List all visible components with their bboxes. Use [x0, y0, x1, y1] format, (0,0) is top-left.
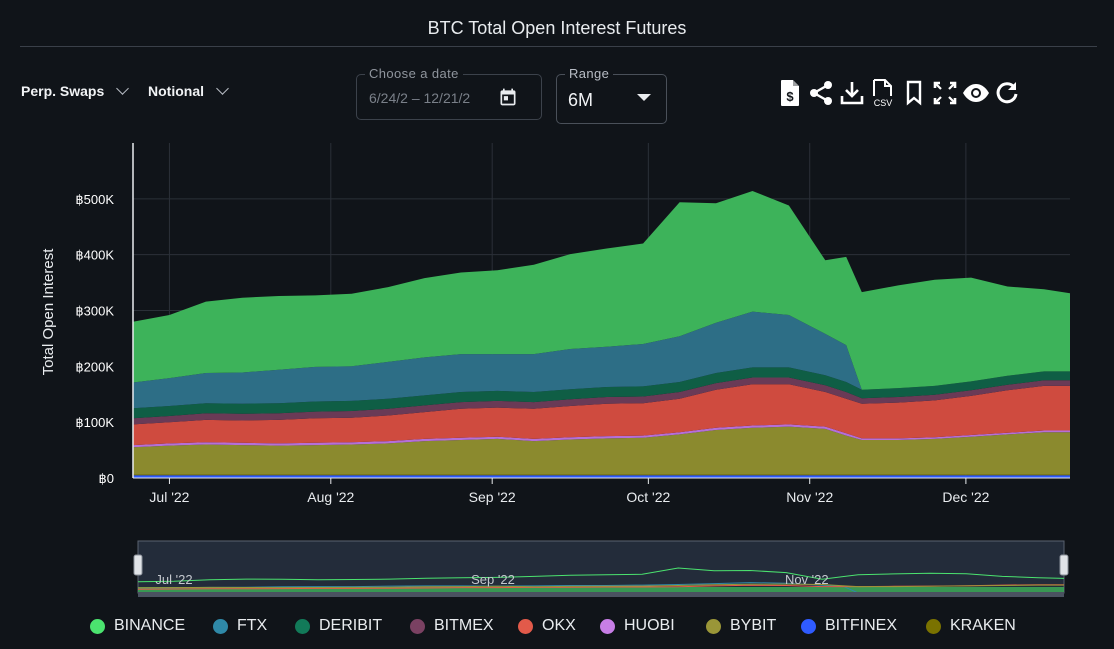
measure-label: Notional — [148, 83, 204, 99]
legend-label: FTX — [237, 617, 268, 634]
y-tick-label: ฿0 — [98, 471, 114, 486]
legend-label: HUOBI — [624, 617, 675, 634]
range-label: Range — [565, 66, 614, 81]
fullscreen-icon[interactable] — [931, 78, 959, 108]
legend-label: BITFINEX — [825, 617, 898, 634]
y-tick-label: ฿300K — [75, 304, 114, 319]
navigator-tick-label: Nov '22 — [785, 572, 829, 587]
area-series-kraken[interactable] — [133, 474, 1070, 476]
y-tick-label: ฿100K — [75, 415, 114, 430]
legend-swatch — [600, 618, 615, 634]
x-tick-label: Nov '22 — [786, 489, 833, 505]
legend-swatch — [518, 618, 533, 634]
area-series-bybit[interactable] — [133, 426, 1070, 475]
legend-label: BINANCE — [114, 617, 186, 634]
contract-type-label: Perp. Swaps — [21, 83, 105, 99]
refresh-icon[interactable] — [993, 78, 1021, 108]
legend-swatch — [90, 618, 105, 634]
navigator-line-binance — [137, 567, 1065, 583]
legend-item-huobi[interactable]: HUOBI — [600, 617, 675, 635]
date-picker-label: Choose a date — [365, 66, 463, 81]
range-select[interactable]: Range 6M — [556, 66, 667, 124]
legend-label: OKX — [542, 617, 576, 634]
navigator-window[interactable] — [137, 540, 1065, 594]
y-tick-label: ฿200K — [75, 359, 114, 374]
stacked-areas — [133, 191, 1070, 478]
share-icon[interactable] — [807, 78, 835, 108]
x-tick-label: Oct '22 — [626, 489, 670, 505]
legend-swatch — [801, 618, 816, 634]
y-tick-label: ฿500K — [75, 192, 114, 207]
legend-swatch — [213, 618, 228, 634]
x-tick-label: Jul '22 — [149, 489, 189, 505]
legend-item-bitfinex[interactable]: BITFINEX — [801, 617, 897, 635]
legend-item-kraken[interactable]: KRAKEN — [926, 617, 1016, 635]
legend-label: KRAKEN — [950, 617, 1016, 634]
area-series-deribit[interactable] — [133, 367, 1070, 419]
svg-text:$: $ — [786, 89, 794, 104]
legend-item-bitmex[interactable]: BITMEX — [410, 617, 494, 635]
date-range-picker[interactable]: Choose a date 6/24/2 – 12/21/2 — [356, 66, 542, 120]
legend-item-deribit[interactable]: DERIBIT — [295, 617, 382, 635]
dollar-file-icon[interactable]: $ — [776, 78, 804, 108]
x-tick-label: Aug '22 — [307, 489, 354, 505]
navigator-handle-left[interactable] — [133, 554, 143, 576]
calendar-icon[interactable] — [498, 87, 518, 107]
area-series-bitfinex[interactable] — [133, 475, 1070, 478]
navigator-tick-label: Jul '22 — [155, 572, 192, 587]
csv-text: CSV — [874, 98, 893, 108]
navigator-base-band — [138, 587, 1064, 593]
contract-type-dropdown[interactable]: Perp. Swaps — [21, 82, 130, 99]
csv-file-icon[interactable]: CSV — [869, 78, 897, 108]
range-navigator[interactable]: Jul '22 Sep '22 Nov '22 — [133, 540, 1069, 597]
area-series-ftx[interactable] — [133, 311, 1070, 409]
area-series-huobi[interactable] — [133, 424, 1070, 448]
area-series-binance[interactable] — [133, 191, 1070, 390]
legend-item-binance[interactable]: BINANCE — [90, 617, 185, 635]
area-series-okx[interactable] — [133, 384, 1070, 446]
legend-label: BITMEX — [434, 617, 494, 634]
eye-icon[interactable] — [962, 78, 990, 108]
title-divider — [20, 46, 1097, 47]
page-title: BTC Total Open Interest Futures — [427, 18, 687, 38]
bookmark-icon[interactable] — [900, 78, 928, 108]
y-axis-label: Total Open Interest — [40, 248, 57, 376]
legend-label: BYBIT — [730, 617, 777, 634]
legend-item-okx[interactable]: OKX — [518, 617, 576, 635]
legend-item-ftx[interactable]: FTX — [213, 617, 267, 635]
download-icon[interactable] — [838, 78, 866, 108]
legend-item-bybit[interactable]: BYBIT — [706, 617, 776, 635]
date-picker-value[interactable]: 6/24/2 – 12/21/2 — [369, 90, 471, 106]
legend-swatch — [410, 618, 425, 634]
area-series-bitmex[interactable] — [133, 377, 1070, 425]
y-tick-label: ฿400K — [75, 248, 114, 263]
navigator-handle-right[interactable] — [1059, 554, 1069, 576]
range-value: 6M — [568, 90, 594, 110]
axes: ฿0 ฿100K ฿200K ฿300K ฿400K ฿500K Jul '22 Aug '2… — [75, 143, 1070, 505]
dropdown-arrow-icon — [637, 94, 651, 101]
measure-dropdown[interactable]: Notional — [148, 82, 229, 99]
legend-swatch — [295, 618, 310, 634]
legend-swatch — [706, 618, 721, 634]
x-tick-label: Dec '22 — [942, 489, 989, 505]
navigator-tick-label: Sep '22 — [471, 572, 515, 587]
x-tick-label: Sep '22 — [469, 489, 516, 505]
navigator-line-bybit — [137, 583, 1064, 589]
legend-label: DERIBIT — [319, 617, 383, 634]
legend-swatch — [926, 618, 941, 634]
navigator-scrollbar[interactable] — [138, 592, 1064, 597]
